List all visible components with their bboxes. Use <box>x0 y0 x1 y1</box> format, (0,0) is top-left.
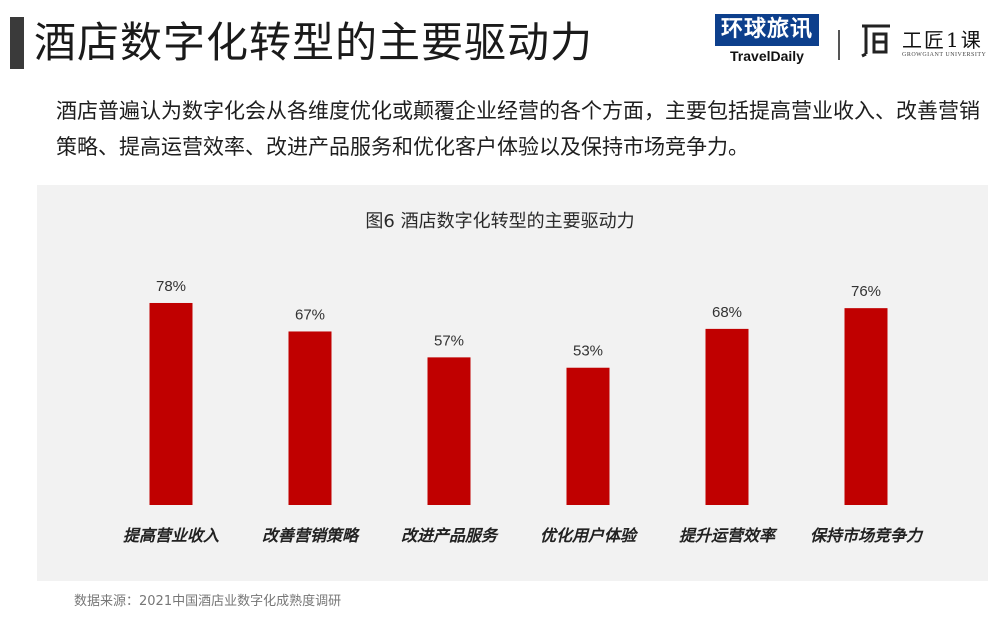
chart-title: 图6 酒店数字化转型的主要驱动力 <box>365 211 635 232</box>
category-label-5: 提升运营效率 <box>679 526 778 545</box>
page-title: 酒店数字化转型的主要驱动力 <box>34 18 594 67</box>
growgiant-logo-en: GROWGIANT UNIVERSITY <box>902 52 987 58</box>
bar-value-label-1: 78% <box>156 278 186 295</box>
category-label-4: 优化用户体验 <box>540 526 639 545</box>
title-accent-bar <box>10 17 28 69</box>
traveldaily-logo: 环球旅讯 TravelDaily <box>715 14 825 68</box>
category-label-1: 提高营业收入 <box>123 526 219 545</box>
bar-value-label-3: 57% <box>434 332 464 349</box>
category-label-6: 保持市场竞争力 <box>810 526 924 545</box>
growgiant-logo-cn: 工匠1课 <box>902 28 983 52</box>
bar-2 <box>288 331 332 505</box>
bar-value-label-5: 68% <box>712 304 742 321</box>
chart-panel <box>37 185 988 581</box>
logo-divider <box>838 30 840 60</box>
bar-6 <box>844 308 888 505</box>
traveldaily-logo-en: TravelDaily <box>730 48 804 64</box>
growgiant-mark-icon <box>861 24 890 58</box>
bar-value-label-2: 67% <box>295 306 325 323</box>
bar-value-label-4: 53% <box>573 343 603 360</box>
bar-4 <box>566 367 610 505</box>
bar-value-label-6: 76% <box>851 283 881 300</box>
traveldaily-logo-cn: 环球旅讯 <box>715 14 819 46</box>
bar-3 <box>427 357 471 505</box>
description-text: 酒店普遍认为数字化会从各维度优化或颠覆企业经营的各个方面，主要包括提高营业收入、… <box>56 99 980 159</box>
category-label-2: 改善营销策略 <box>262 526 360 545</box>
bar-1 <box>149 302 193 505</box>
data-source: 数据来源：2021中国酒店业数字化成熟度调研 <box>74 594 342 609</box>
bar-5 <box>705 328 749 505</box>
category-label-3: 改进产品服务 <box>401 526 499 545</box>
growgiant-logo: 工匠1课 GROWGIANT UNIVERSITY <box>858 18 998 66</box>
